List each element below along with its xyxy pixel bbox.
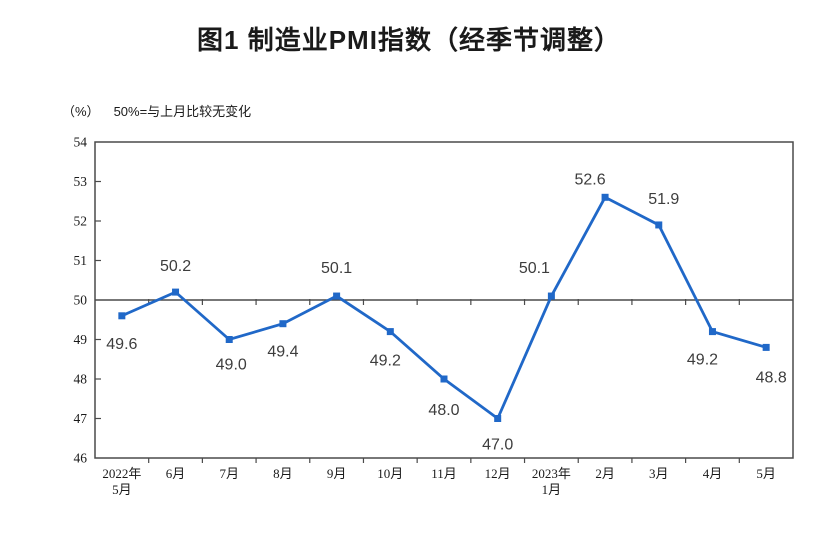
- data-point-marker: [601, 193, 609, 201]
- x-tick-label: 11月: [431, 466, 457, 481]
- x-tick-label: 4月: [703, 466, 723, 481]
- x-tick-label: 3月: [649, 466, 669, 481]
- data-point-marker: [708, 328, 716, 336]
- chart-subtitle: （%） 50%=与上月比较无变化: [62, 101, 251, 120]
- y-tick-label: 50: [74, 293, 88, 308]
- data-point-label: 48.0: [428, 402, 459, 419]
- pmi-line: [121, 195, 767, 421]
- reference-note-label: 50%=与上月比较无变化: [113, 104, 252, 119]
- x-tick-label: 5月: [756, 466, 776, 481]
- data-point-label: 48.8: [756, 369, 787, 386]
- y-tick-label: 53: [74, 174, 88, 189]
- data-point-label: 47.0: [482, 437, 513, 454]
- x-tick-label: 9月: [327, 466, 347, 481]
- data-point-marker: [225, 336, 233, 343]
- x-tick-label: 2022年: [102, 466, 141, 481]
- data-point-marker: [547, 292, 555, 300]
- data-point-label: 50.2: [160, 258, 191, 275]
- data-point-label: 49.4: [267, 344, 298, 361]
- axis-unit-label: （%）: [62, 104, 100, 119]
- data-point-label: 50.1: [321, 260, 352, 277]
- y-tick-label: 54: [74, 135, 88, 150]
- x-tick-label: 12月: [485, 466, 511, 481]
- data-point-label: 49.0: [216, 357, 247, 374]
- x-tick-label: 6月: [166, 466, 186, 481]
- data-point-marker: [333, 292, 341, 300]
- x-tick-label: 10月: [377, 466, 403, 481]
- data-point-marker: [762, 343, 770, 351]
- data-point-label: 49.2: [687, 352, 718, 369]
- data-point-marker: [494, 415, 502, 422]
- x-tick-label: 2月: [595, 466, 615, 481]
- chart-title: 图1 制造业PMI指数（经季节调整）: [197, 25, 621, 55]
- x-tick-label: 8月: [273, 466, 293, 481]
- y-tick-label: 47: [74, 411, 88, 426]
- y-tick-label: 52: [74, 214, 88, 229]
- x-tick-label: 2023年: [532, 466, 571, 481]
- data-point-label: 51.9: [648, 191, 679, 208]
- y-tick-label: 46: [74, 451, 88, 466]
- data-point-label: 52.6: [575, 171, 606, 188]
- data-point-marker: [118, 312, 126, 320]
- data-point-marker: [440, 375, 448, 383]
- y-tick-label: 49: [74, 332, 88, 347]
- data-point-label: 50.1: [519, 260, 550, 277]
- data-point-label: 49.2: [370, 353, 401, 370]
- data-point-marker: [655, 221, 663, 229]
- data-point-marker: [279, 320, 287, 328]
- data-point-marker: [172, 288, 180, 296]
- x-tick-label: 5月: [112, 482, 132, 497]
- data-point-marker: [386, 328, 394, 336]
- data-point-label: 49.6: [106, 336, 137, 353]
- y-tick-label: 51: [74, 253, 88, 268]
- x-tick-label: 1月: [542, 482, 562, 497]
- x-tick-label: 7月: [219, 466, 239, 481]
- y-tick-label: 48: [74, 372, 88, 387]
